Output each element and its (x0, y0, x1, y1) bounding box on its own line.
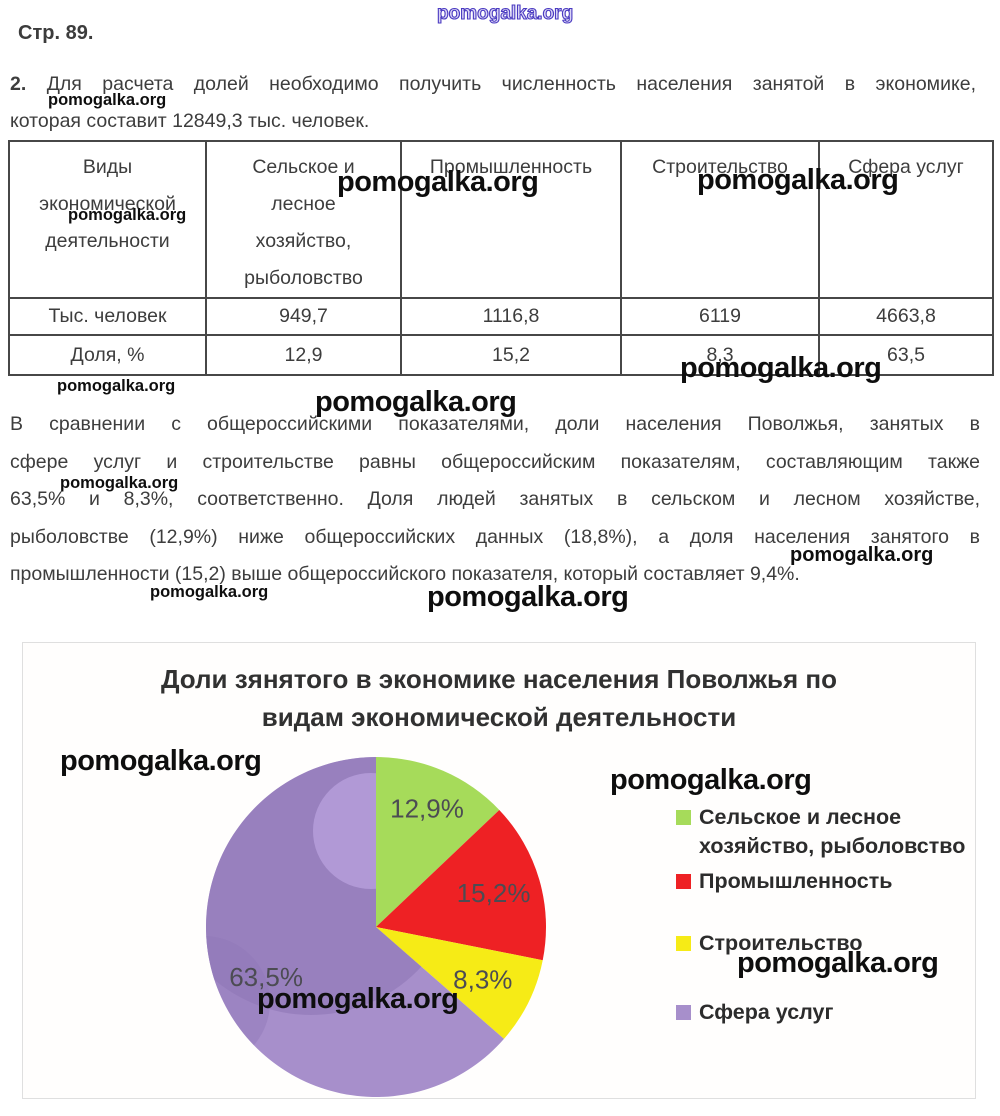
table-header-cell: Виды экономической деятельности (8, 140, 207, 299)
task-number: 2. (10, 73, 27, 95)
table-cell: 12,9 (205, 334, 402, 376)
task-answer-intro: 2. Для расчета долей необходимо получить… (10, 66, 976, 140)
row-label: Тыс. человек (8, 297, 207, 336)
watermark: pomogalka.org (48, 91, 167, 109)
watermark: pomogalka.org (315, 386, 517, 418)
pie-slice-label: 8,3% (453, 965, 512, 995)
intro-line-1: 2. Для расчета долей необходимо получить… (10, 73, 976, 95)
legend-swatch (676, 810, 691, 825)
watermark: pomogalka.org (60, 474, 179, 492)
table-cell: 15,2 (400, 334, 622, 376)
chart-title: Доли зянятого в экономике населения Пово… (160, 664, 838, 732)
legend-label: Сельское и лесное хозяйство, рыболовство (699, 805, 966, 858)
pie-slice-label: 63,5% (229, 962, 303, 992)
intro-line-2: которая составит 12849,3 тыс. человек. (10, 110, 370, 132)
watermark: pomogalka.org (697, 164, 899, 196)
watermark: pomogalka.org (610, 764, 812, 796)
pie-slice-label: 12,9% (390, 793, 464, 823)
watermark: pomogalka.org (790, 544, 934, 566)
table-cell: 8,3 (620, 334, 820, 376)
legend-item: Сфера услуг (676, 998, 833, 1027)
chart-panel: Доли зянятого в экономике населения Пово… (22, 642, 976, 1099)
employment-table: Виды экономической деятельности Сельское… (8, 140, 994, 376)
watermark: pomogalka.org (737, 947, 939, 979)
legend-item: Строительство (676, 929, 862, 958)
pie-slice-2 (376, 927, 543, 1039)
table-cell: 4663,8 (818, 297, 994, 336)
pie-slice-1 (376, 809, 547, 961)
analysis-line: промышленности (15,2) выше общероссийско… (10, 563, 800, 586)
analysis-line: 63,5% и 8,3%, соответственно. Доля людей… (10, 488, 980, 511)
chart-legend: Сельское и лесное хозяйство, рыболовство… (676, 643, 976, 1098)
row-label: Доля, % (8, 334, 207, 376)
legend-item: Сельское и лесное хозяйство, рыболовство (676, 803, 965, 861)
table-header-cell: Сфера услуг (818, 140, 994, 299)
legend-label: Сфера услуг (699, 1000, 834, 1024)
table-cell: 949,7 (205, 297, 402, 336)
legend-label: Строительство (699, 931, 863, 955)
watermark: pomogalka.org (68, 206, 187, 224)
legend-swatch (676, 1005, 691, 1020)
legend-swatch (676, 936, 691, 951)
table-cell: 63,5 (818, 334, 994, 376)
legend-label: Промышленность (699, 869, 893, 893)
table-row: Тыс. человек 949,7 1116,8 6119 4663,8 (8, 297, 994, 336)
table-cell: 6119 (620, 297, 820, 336)
watermark: pomogalka.org (57, 377, 176, 395)
analysis-paragraph: В сравнении с общероссийскими показателя… (10, 406, 980, 594)
table-row: Доля, % 12,9 15,2 8,3 63,5 (8, 334, 994, 376)
pie-slice-0 (376, 757, 500, 927)
analysis-line: сфере услуг и строительстве равны общеро… (10, 450, 980, 473)
watermark: pomogalka.org (257, 983, 459, 1015)
watermark: pomogalka.org (427, 581, 629, 613)
watermark: pomogalka.org (337, 166, 539, 198)
legend-item: Промышленность (676, 867, 892, 896)
pie-slice-label: 15,2% (457, 878, 531, 908)
table-header-cell: Сельское и лесное хозяйство, рыболовство (205, 140, 402, 299)
analysis-line: рыболовстве (12,9%) ниже общероссийских … (10, 525, 980, 548)
analysis-line: В сравнении с общероссийскими показателя… (10, 413, 980, 435)
watermark: pomogalka.org (150, 583, 269, 601)
watermark: pomogalka.org (60, 745, 262, 777)
table-header-cell: Строительство (620, 140, 820, 299)
watermark: pomogalka.org (436, 2, 574, 24)
table-header-cell: Промышленность (400, 140, 622, 299)
table-header-row: Виды экономической деятельности Сельское… (8, 140, 994, 299)
watermark: pomogalka.org (680, 352, 882, 384)
pie-chart: 12,9% 15,2% 8,3% 63,5% (206, 757, 547, 1097)
table-cell: 1116,8 (400, 297, 622, 336)
page-number: Стр. 89. (18, 22, 94, 44)
legend-swatch (676, 874, 691, 889)
